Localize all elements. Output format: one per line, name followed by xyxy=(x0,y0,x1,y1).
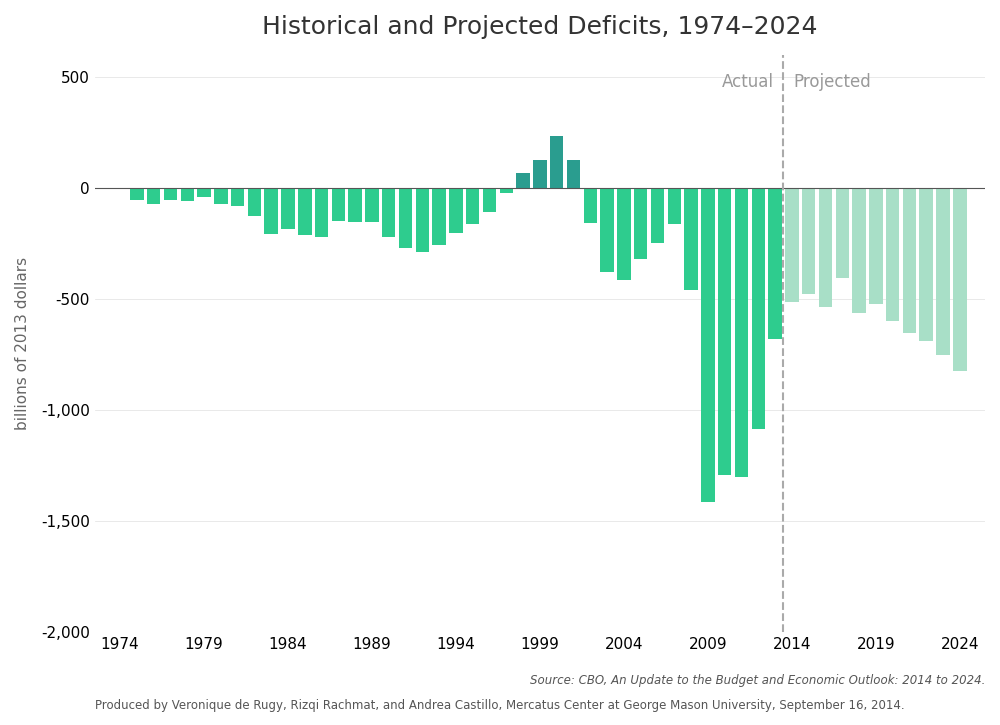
Text: Actual: Actual xyxy=(721,72,773,91)
Bar xyxy=(735,188,748,477)
Bar xyxy=(298,188,312,235)
Y-axis label: billions of 2013 dollars: billions of 2013 dollars xyxy=(15,257,30,430)
Bar xyxy=(399,188,412,248)
Bar xyxy=(584,188,597,223)
Bar xyxy=(466,188,479,225)
Bar xyxy=(936,188,950,355)
Text: Source: CBO, An Update to the Budget and Economic Outlook: 2014 to 2024.: Source: CBO, An Update to the Budget and… xyxy=(530,674,985,687)
Bar xyxy=(533,160,547,188)
Bar xyxy=(718,188,731,476)
Bar xyxy=(264,188,278,234)
Bar xyxy=(819,188,832,307)
Bar xyxy=(315,188,328,237)
Text: Produced by Veronique de Rugy, Rizqi Rachmat, and Andrea Castillo, Mercatus Cent: Produced by Veronique de Rugy, Rizqi Rac… xyxy=(95,699,905,712)
Bar xyxy=(248,188,261,217)
Bar xyxy=(281,188,295,229)
Bar xyxy=(113,188,127,189)
Bar xyxy=(651,188,664,243)
Bar xyxy=(164,188,177,200)
Bar xyxy=(500,188,513,193)
Bar xyxy=(701,188,715,502)
Bar xyxy=(852,188,866,313)
Bar xyxy=(550,136,563,188)
Bar xyxy=(567,160,580,188)
Bar xyxy=(684,188,698,290)
Bar xyxy=(919,188,933,341)
Bar xyxy=(214,188,228,204)
Bar xyxy=(365,188,379,222)
Bar xyxy=(617,188,631,280)
Bar xyxy=(332,188,345,221)
Bar xyxy=(348,188,362,223)
Bar xyxy=(147,188,160,204)
Bar xyxy=(416,188,429,252)
Bar xyxy=(752,188,765,429)
Bar xyxy=(231,188,244,206)
Bar xyxy=(382,188,395,237)
Bar xyxy=(449,188,463,233)
Text: Projected: Projected xyxy=(794,72,871,91)
Bar xyxy=(600,188,614,272)
Bar xyxy=(802,188,815,294)
Bar xyxy=(953,188,967,370)
Bar xyxy=(903,188,916,333)
Bar xyxy=(130,188,144,200)
Bar xyxy=(483,188,496,212)
Bar xyxy=(768,188,782,339)
Bar xyxy=(516,173,530,188)
Bar xyxy=(836,188,849,278)
Title: Historical and Projected Deficits, 1974–2024: Historical and Projected Deficits, 1974–… xyxy=(262,15,818,39)
Bar xyxy=(668,188,681,224)
Bar xyxy=(197,188,211,197)
Bar xyxy=(634,188,647,259)
Bar xyxy=(886,188,899,321)
Bar xyxy=(432,188,446,244)
Bar xyxy=(785,188,799,302)
Bar xyxy=(181,188,194,201)
Bar xyxy=(869,188,883,304)
